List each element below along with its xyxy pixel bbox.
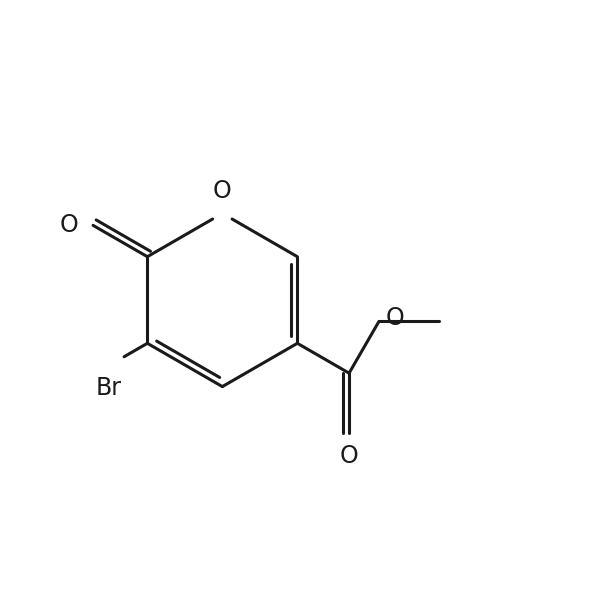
Text: Br: Br <box>95 376 122 400</box>
Text: O: O <box>213 179 232 203</box>
Text: O: O <box>386 307 405 331</box>
Text: O: O <box>59 214 78 238</box>
Text: O: O <box>340 443 358 467</box>
